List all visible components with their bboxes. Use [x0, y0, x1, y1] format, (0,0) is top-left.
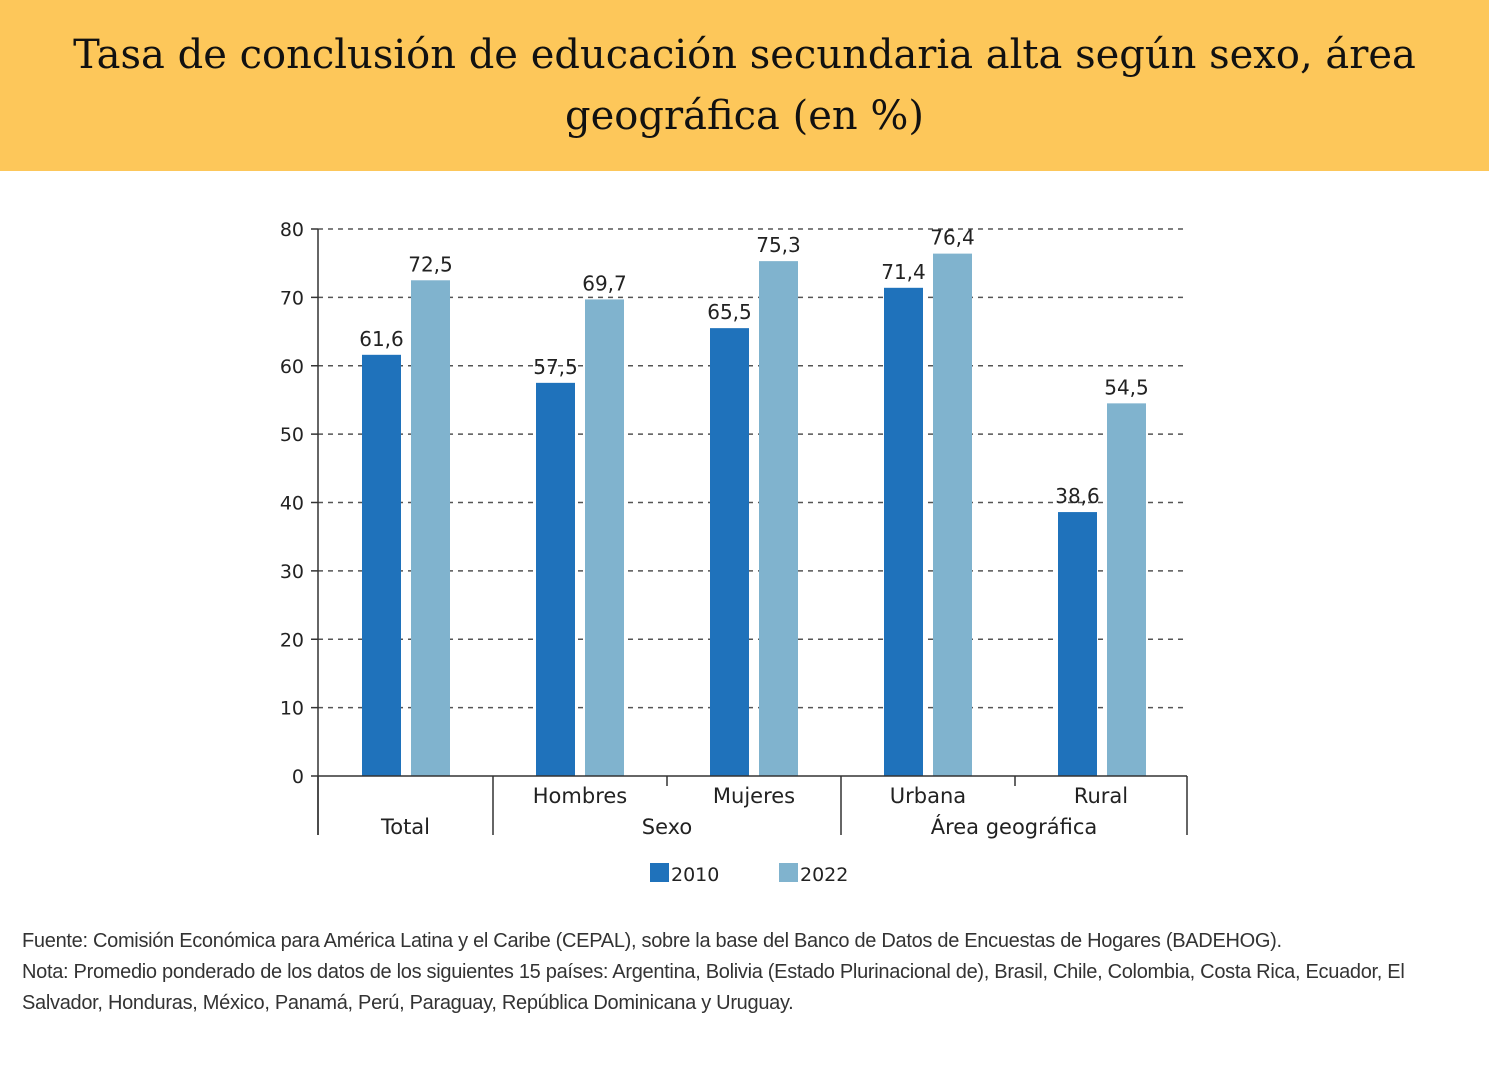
group-label: Total — [380, 815, 430, 839]
category-label: Rural — [1074, 784, 1128, 808]
bar — [362, 354, 401, 776]
bar — [585, 299, 624, 776]
bar — [759, 261, 798, 777]
bar — [1107, 403, 1146, 776]
page-title: Tasa de conclusión de educación secundar… — [73, 31, 1416, 139]
y-tick-label: 80 — [280, 219, 304, 241]
source-note: Fuente: Comisión Económica para América … — [22, 930, 1282, 952]
y-tick-label: 40 — [280, 493, 304, 515]
axes: 0 10 20 30 40 50 60 70 80 Hombres Mujeres Urbana Rur… — [280, 219, 1188, 839]
chart-footnotes: Fuente: Comisión Económica para América … — [22, 926, 1462, 1019]
bar-chart: 61,6 57,5 65,5 71,4 38,6 72,5 69,7 75,3 76,4 54,5… — [280, 219, 1188, 886]
bar — [1058, 512, 1097, 776]
data-label: 54,5 — [1104, 375, 1149, 399]
legend-swatch — [779, 863, 798, 882]
gridlines — [318, 228, 1187, 709]
data-label: 75,3 — [756, 233, 801, 257]
category-label: Hombres — [533, 784, 627, 808]
data-label: 38,6 — [1055, 484, 1100, 508]
legend-label: 2010 — [671, 864, 719, 886]
bar — [536, 382, 575, 776]
data-label: 69,7 — [582, 271, 627, 295]
y-tick-label: 30 — [280, 561, 304, 583]
data-labels: 61,6 57,5 65,5 71,4 38,6 72,5 69,7 75,3 76,4 54,5 — [359, 226, 1149, 508]
group-label: Área geográfica — [931, 814, 1098, 839]
bars — [362, 253, 1146, 777]
y-tick-label: 50 — [280, 424, 304, 446]
y-tick-label: 0 — [292, 766, 304, 788]
data-label: 61,6 — [359, 327, 404, 351]
category-label: Mujeres — [713, 784, 795, 808]
legend: 2010 2022 — [650, 863, 848, 886]
y-tick-label: 20 — [280, 629, 304, 651]
y-tick-label: 10 — [280, 698, 304, 720]
data-label: 57,5 — [533, 355, 578, 379]
data-label: 76,4 — [930, 226, 975, 250]
data-label: 65,5 — [707, 300, 752, 324]
group-label: Sexo — [642, 815, 693, 839]
category-label: Urbana — [890, 784, 966, 808]
data-label: 72,5 — [408, 252, 453, 276]
legend-swatch — [650, 863, 669, 882]
title-banner: Tasa de conclusión de educación secundar… — [0, 0, 1489, 171]
y-tick-label: 70 — [280, 287, 304, 309]
note-text: Nota: Promedio ponderado de los datos de… — [22, 961, 1405, 1014]
bar — [933, 253, 972, 777]
bar — [710, 328, 749, 776]
legend-label: 2022 — [800, 864, 848, 886]
data-label: 71,4 — [881, 260, 926, 284]
bar — [884, 287, 923, 776]
bar — [411, 280, 450, 776]
y-tick-label: 60 — [280, 356, 304, 378]
